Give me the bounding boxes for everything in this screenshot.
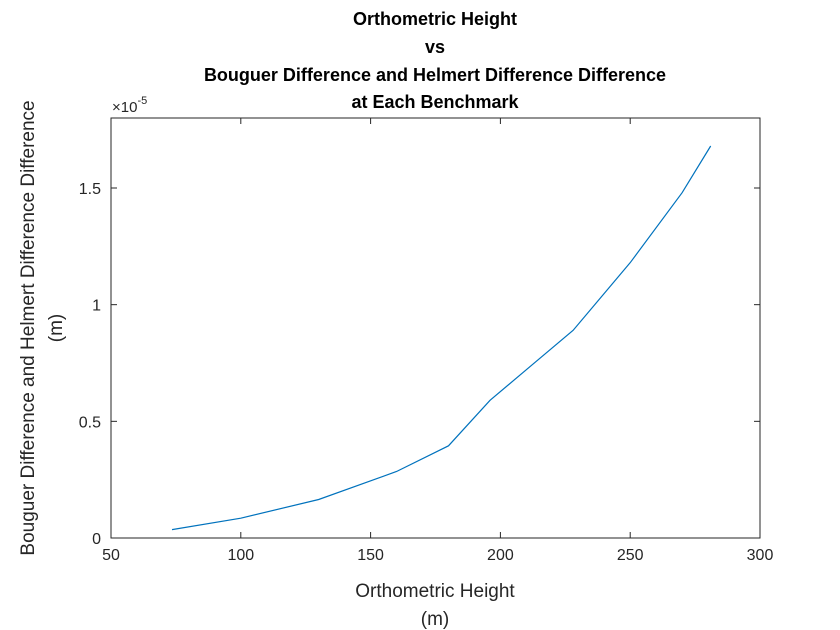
y-axis-label: Bouguer Difference and Helmert Differenc… xyxy=(18,100,67,555)
series-layer xyxy=(171,145,712,531)
chart-title: Orthometric Height vs Bouguer Difference… xyxy=(204,9,666,112)
title-line-2: vs xyxy=(425,37,445,57)
y-exponent-base: ×10 xyxy=(112,99,137,116)
y-axis-ticks: 0 0.5 1 1.5 xyxy=(79,181,760,548)
x-axis-label: Orthometric Height (m) xyxy=(355,581,515,630)
x-tick-label: 250 xyxy=(617,547,644,564)
plot-area xyxy=(110,117,761,539)
y-tick-label: 0 xyxy=(92,531,101,548)
x-axis-ticks: 50 100 150 200 250 300 xyxy=(102,118,773,564)
title-line-4: at Each Benchmark xyxy=(351,92,519,112)
x-tick-label: 150 xyxy=(357,547,384,564)
x-axis-label-line-2: (m) xyxy=(421,609,449,630)
y-axis-exponent: ×10-5 xyxy=(112,95,147,116)
title-line-3: Bouguer Difference and Helmert Differenc… xyxy=(204,65,666,85)
x-tick-label: 50 xyxy=(102,547,120,564)
x-tick-label: 100 xyxy=(227,547,254,564)
y-exponent-power: -5 xyxy=(137,95,147,107)
x-tick-label: 300 xyxy=(747,547,774,564)
y-tick-label: 1 xyxy=(92,298,101,315)
y-tick-label: 0.5 xyxy=(79,414,101,431)
y-axis-label-line-2: (m) xyxy=(46,314,67,342)
title-line-1: Orthometric Height xyxy=(353,9,517,29)
x-axis-label-line-1: Orthometric Height xyxy=(355,581,515,602)
series-line xyxy=(171,145,712,531)
y-tick-label: 1.5 xyxy=(79,181,101,198)
y-axis-label-line-1: Bouguer Difference and Helmert Differenc… xyxy=(18,100,39,555)
x-tick-label: 200 xyxy=(487,547,514,564)
